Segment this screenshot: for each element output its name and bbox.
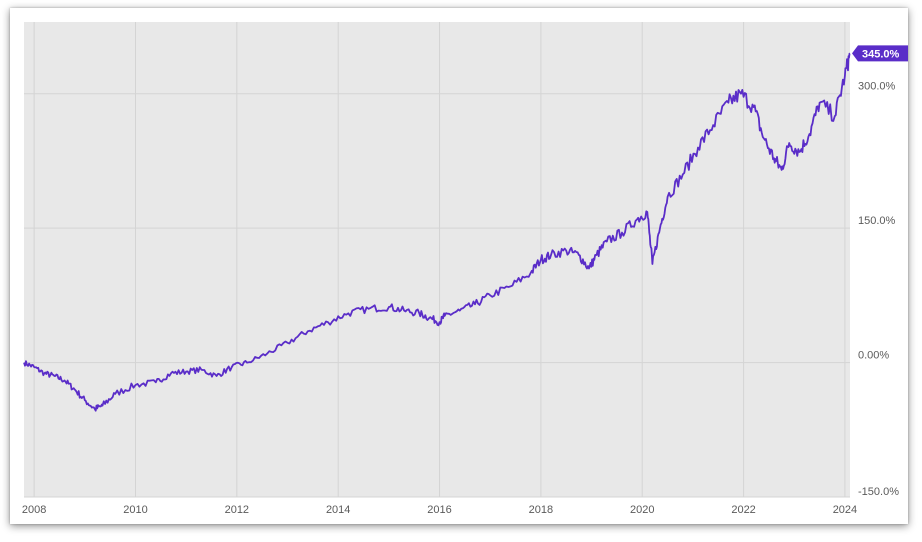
- x-tick-label: 2022: [731, 504, 755, 516]
- y-axis-ticks: 300.0% 150.0% 0.00% -150.0%: [858, 81, 899, 498]
- series-line: [23, 52, 851, 412]
- plot-area: [24, 22, 850, 497]
- line-chart: 2008 2010 2012 2014 2016 2018 2020 2022 2024 300…: [22, 22, 908, 516]
- y-tick-label: 150.0%: [858, 215, 896, 227]
- x-tick-label: 2016: [427, 504, 451, 516]
- x-tick-label: 2024: [833, 504, 857, 516]
- last-value-label: 345.0%: [862, 48, 900, 60]
- x-tick-label: 2012: [225, 504, 249, 516]
- horizontal-gridlines: [24, 93, 850, 498]
- last-value-badge-shape: [852, 45, 908, 62]
- x-axis-ticks: 2008 2010 2012 2014 2016 2018 2020 2022 2024: [22, 504, 857, 516]
- x-tick-label: 2010: [123, 504, 147, 516]
- x-tick-label: 2008: [22, 504, 46, 516]
- chart-frame: 2008 2010 2012 2014 2016 2018 2020 2022 2024 300…: [10, 8, 908, 524]
- x-tick-label: 2020: [630, 504, 654, 516]
- y-tick-label: -150.0%: [858, 486, 899, 498]
- x-tick-label: 2018: [529, 504, 553, 516]
- y-tick-label: 0.00%: [858, 350, 889, 362]
- last-value-badge: 345.0%: [852, 45, 908, 62]
- y-tick-label: 300.0%: [858, 81, 896, 93]
- x-tick-label: 2014: [326, 504, 350, 516]
